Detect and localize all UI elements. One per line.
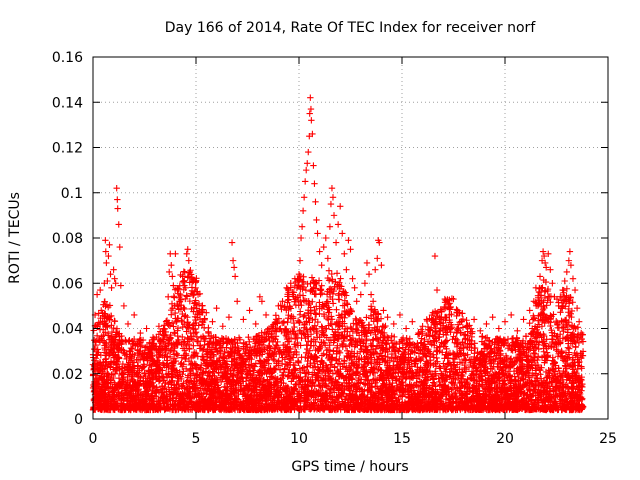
data-point: [102, 355, 110, 363]
data-point: [190, 342, 197, 349]
data-point: [189, 336, 197, 343]
data-point: [556, 369, 563, 377]
data-point: [329, 277, 336, 285]
data-point: [180, 268, 188, 275]
data-point: [300, 313, 307, 320]
data-point: [381, 324, 388, 331]
data-point: [229, 340, 237, 348]
data-point: [186, 297, 194, 305]
data-point: [526, 320, 533, 327]
data-point: [221, 383, 228, 390]
data-point: [168, 311, 175, 318]
data-point: [453, 328, 461, 336]
data-point: [333, 270, 341, 277]
data-point: [309, 371, 316, 378]
data-point: [552, 318, 560, 325]
data-point: [199, 346, 207, 354]
data-point: [115, 375, 123, 382]
chart-title: Day 166 of 2014, Rate Of TEC Index for r…: [165, 20, 537, 36]
data-point: [119, 360, 127, 368]
data-point: [537, 371, 544, 378]
data-point: [363, 314, 370, 321]
data-point: [338, 340, 346, 348]
data-point: [159, 367, 166, 374]
data-point: [174, 332, 181, 340]
data-point: [537, 316, 545, 323]
data-point: [459, 324, 467, 331]
data-point: [308, 274, 316, 281]
data-point: [300, 296, 307, 304]
data-point: [417, 339, 424, 347]
data-point: [108, 371, 115, 378]
data-point: [281, 325, 289, 332]
data-point: [463, 317, 470, 324]
data-point: [113, 325, 121, 332]
data-point: [93, 332, 101, 339]
data-point: [460, 331, 468, 339]
data-point: [368, 306, 375, 314]
data-point: [335, 335, 343, 343]
data-point: [430, 351, 437, 358]
data-point: [103, 322, 110, 329]
data-point: [278, 306, 285, 313]
data-point: [304, 363, 311, 370]
data-point: [313, 303, 320, 310]
data-point: [284, 373, 291, 380]
data-point: [288, 378, 295, 385]
data-point: [344, 301, 351, 308]
data-point: [396, 338, 403, 346]
data-point: [433, 354, 440, 362]
data-point: [550, 344, 558, 351]
data-point: [550, 311, 557, 318]
data-point: [563, 285, 571, 292]
data-point: [312, 311, 320, 318]
data-point: [185, 358, 193, 365]
data-point: [383, 340, 390, 347]
data-point: [337, 275, 344, 282]
data-point: [465, 363, 473, 371]
data-point: [304, 357, 311, 365]
data-point: [259, 341, 267, 349]
data-point: [333, 306, 340, 313]
data-points: [89, 94, 587, 414]
